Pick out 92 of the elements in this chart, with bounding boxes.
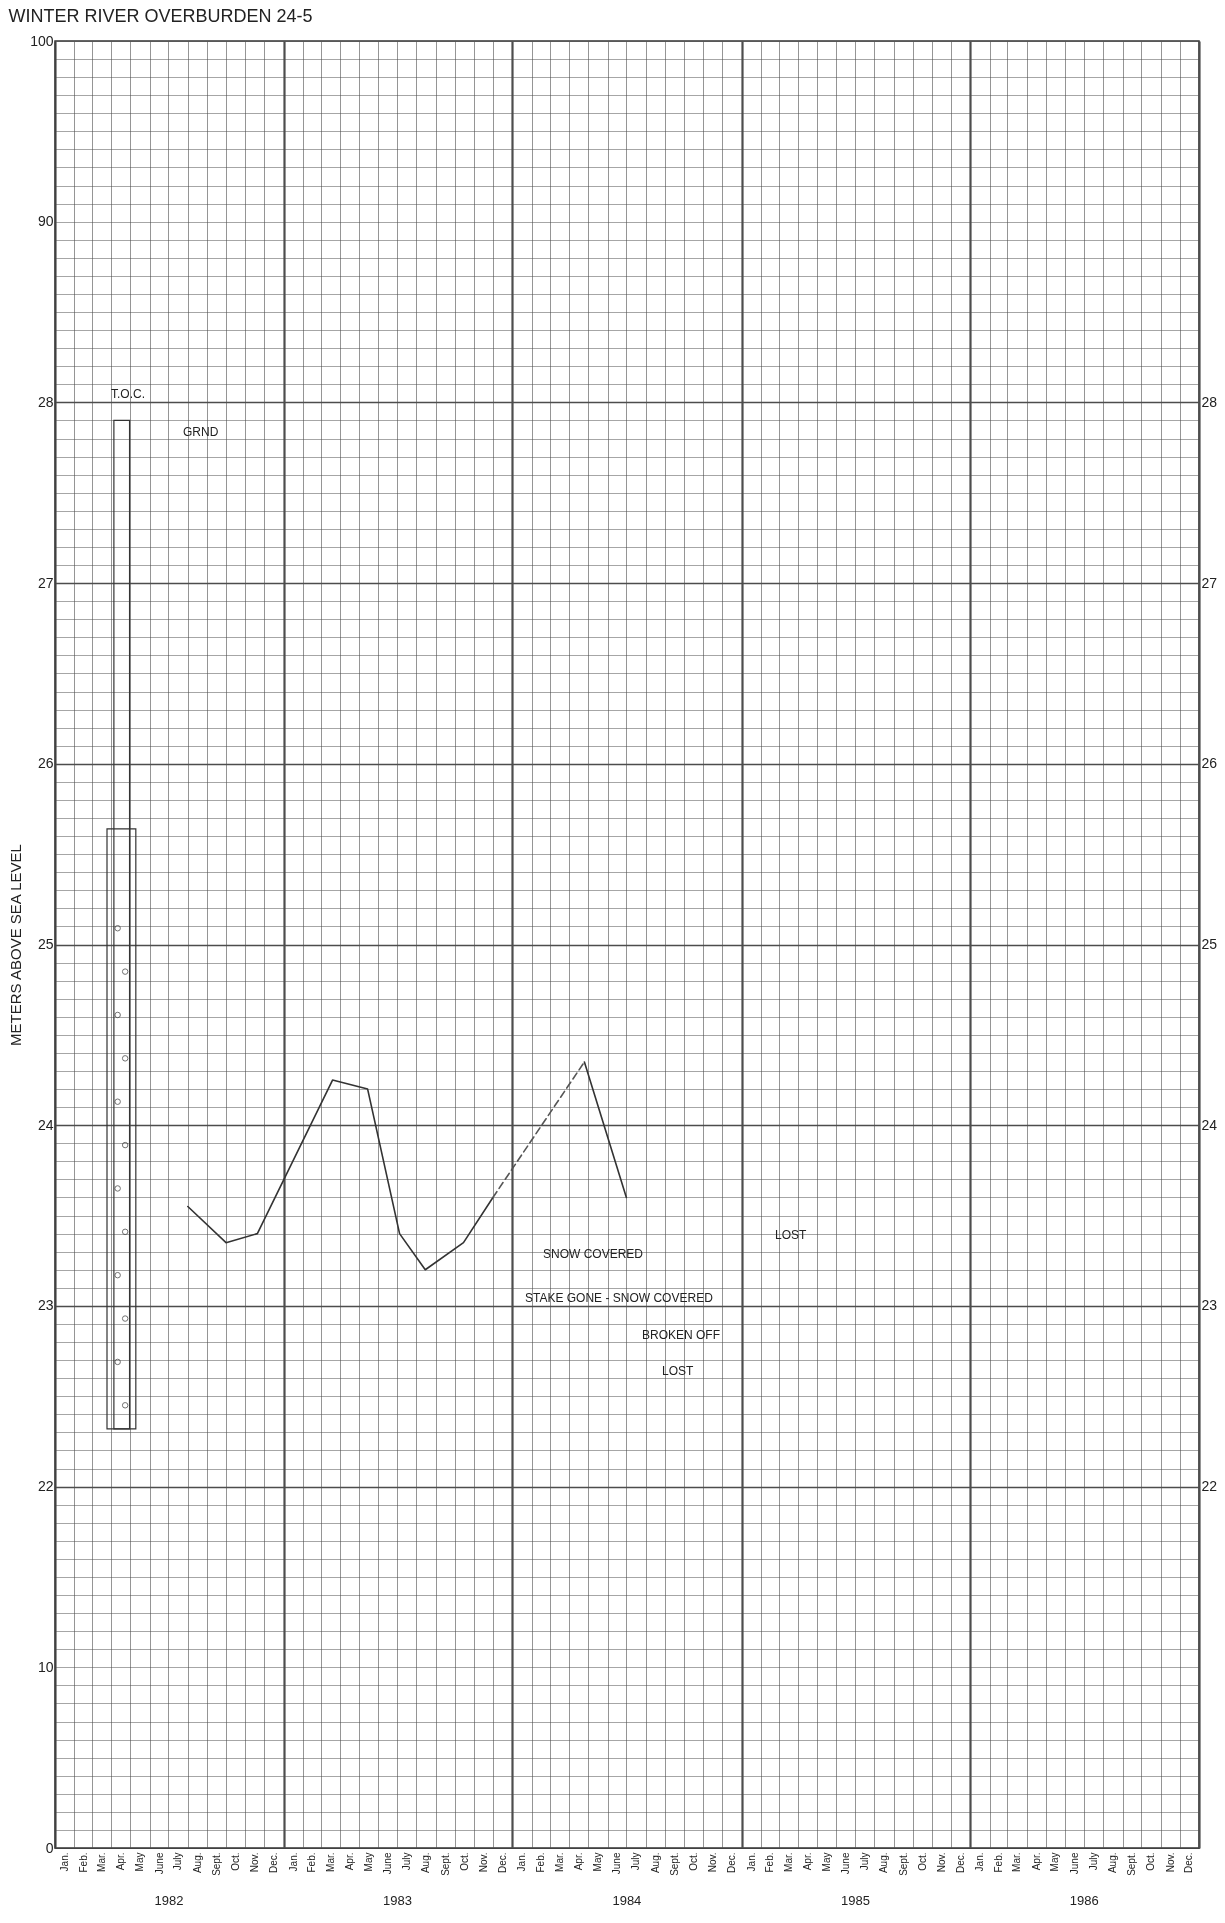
y2-tick-label: 23 bbox=[1201, 1297, 1218, 1314]
x-tick-label: Mar. bbox=[553, 1852, 565, 1872]
y3-tick-label: 90 bbox=[37, 213, 54, 230]
x-tick-label: Aug. bbox=[649, 1852, 661, 1874]
y-tick-label: 28 bbox=[37, 393, 54, 410]
x-tick-label: Jan. bbox=[516, 1852, 528, 1872]
y3-tick-label: 100 bbox=[30, 32, 54, 49]
x-tick-label: Aug. bbox=[878, 1852, 890, 1874]
x-tick-label: Sept. bbox=[1126, 1852, 1138, 1876]
x-tick-label: Sept. bbox=[439, 1852, 451, 1876]
x-tick-label: Aug. bbox=[191, 1852, 203, 1874]
x-tick-label: Aug. bbox=[1107, 1852, 1119, 1874]
y3-tick-label: 10 bbox=[37, 1658, 54, 1675]
y-tick-label: 26 bbox=[37, 755, 54, 772]
x-tick-label: Nov. bbox=[249, 1852, 261, 1873]
x-tick-label: Mar. bbox=[782, 1852, 794, 1872]
x-tick-label: July bbox=[172, 1852, 184, 1871]
x-tick-label: Dec. bbox=[954, 1852, 966, 1874]
x-tick-label: Apr. bbox=[1030, 1852, 1042, 1871]
x-tick-label: Mar. bbox=[95, 1852, 107, 1872]
annotation: LOST bbox=[775, 1228, 808, 1242]
x-tick-label: June bbox=[382, 1852, 394, 1875]
x-tick-label: Nov. bbox=[478, 1852, 490, 1873]
y-tick-label: 22 bbox=[37, 1478, 54, 1495]
y2-tick-label: 22 bbox=[1201, 1478, 1218, 1495]
y-tick-label: 23 bbox=[37, 1297, 54, 1314]
annotation: SNOW COVERED bbox=[543, 1247, 644, 1261]
x-tick-label: June bbox=[840, 1852, 852, 1875]
x-tick-label: Nov. bbox=[707, 1852, 719, 1873]
x-tick-label: Sept. bbox=[211, 1852, 223, 1876]
x-tick-label: Aug. bbox=[420, 1852, 432, 1874]
x-tick-label: July bbox=[630, 1852, 642, 1871]
x-tick-label: Jan. bbox=[974, 1852, 986, 1872]
y-tick-label: 25 bbox=[37, 936, 54, 952]
x-tick-label: Oct. bbox=[687, 1852, 699, 1871]
y-axis-title: METERS ABOVE SEA LEVEL bbox=[6, 844, 24, 1046]
x-tick-label: Feb. bbox=[764, 1852, 776, 1873]
x-tick-label: Apr. bbox=[801, 1852, 813, 1871]
y2-tick-label: 28 bbox=[1201, 393, 1218, 410]
x-tick-label: Apr. bbox=[343, 1852, 355, 1871]
y2-tick-label: 25 bbox=[1201, 936, 1218, 952]
annotation: LOST bbox=[662, 1364, 695, 1378]
x2-tick-label: 1982 bbox=[154, 1892, 184, 1908]
x-tick-label: May bbox=[134, 1852, 146, 1872]
y2-tick-label: 24 bbox=[1201, 1116, 1218, 1133]
annotation: GRND bbox=[183, 425, 219, 439]
y2-tick-label: 26 bbox=[1201, 755, 1218, 772]
x-tick-label: Apr. bbox=[115, 1852, 127, 1871]
chart-title: WINTER RIVER OVERBURDEN 24-5 bbox=[8, 6, 313, 26]
x-tick-label: May bbox=[592, 1852, 604, 1872]
annotation: STAKE GONE - SNOW COVERED bbox=[525, 1291, 714, 1305]
x2-tick-label: 1983 bbox=[383, 1892, 413, 1908]
x-tick-label: Mar. bbox=[1011, 1852, 1023, 1872]
x-tick-label: Nov. bbox=[1164, 1852, 1176, 1873]
x-tick-label: May bbox=[362, 1852, 374, 1872]
x-tick-label: Oct. bbox=[1145, 1852, 1157, 1871]
annotation: T.O.C. bbox=[111, 387, 146, 401]
x-tick-label: Feb. bbox=[535, 1852, 547, 1873]
x-tick-label: Feb. bbox=[993, 1852, 1005, 1873]
x-tick-label: Oct. bbox=[458, 1852, 470, 1871]
x-tick-label: Mar. bbox=[324, 1852, 336, 1872]
x-tick-label: Jan. bbox=[287, 1852, 299, 1872]
x-tick-label: July bbox=[400, 1852, 412, 1871]
x-tick-label: Apr. bbox=[573, 1852, 585, 1871]
x-tick-label: Dec. bbox=[268, 1852, 280, 1874]
x-tick-label: Nov. bbox=[936, 1852, 948, 1873]
x2-tick-label: 1984 bbox=[612, 1892, 642, 1908]
x-tick-label: June bbox=[611, 1852, 623, 1875]
x-tick-label: Feb. bbox=[306, 1852, 318, 1873]
x-tick-label: Jan. bbox=[58, 1852, 70, 1872]
x-tick-label: May bbox=[1049, 1852, 1061, 1872]
x-tick-label: Dec. bbox=[726, 1852, 738, 1874]
annotation: BROKEN OFF bbox=[642, 1328, 721, 1342]
x-tick-label: July bbox=[1087, 1852, 1099, 1871]
x-tick-label: Oct. bbox=[916, 1852, 928, 1871]
y2-tick-label: 27 bbox=[1201, 574, 1218, 591]
y-tick-label: 27 bbox=[37, 574, 54, 591]
x-tick-label: July bbox=[858, 1852, 870, 1871]
y-tick-label: 24 bbox=[37, 1116, 54, 1133]
x2-tick-label: 1985 bbox=[841, 1892, 871, 1908]
x-tick-label: Oct. bbox=[229, 1852, 241, 1871]
x-tick-label: Sept. bbox=[897, 1852, 909, 1876]
y3-tick-label: 0 bbox=[45, 1839, 54, 1856]
x-tick-label: Jan. bbox=[745, 1852, 757, 1872]
x-tick-label: Dec. bbox=[496, 1852, 508, 1874]
x-tick-label: May bbox=[820, 1852, 832, 1872]
x2-tick-label: 1986 bbox=[1069, 1892, 1099, 1908]
x-tick-label: Feb. bbox=[77, 1852, 89, 1873]
x-tick-label: June bbox=[153, 1852, 165, 1875]
x-tick-label: Dec. bbox=[1183, 1852, 1195, 1874]
x-tick-label: June bbox=[1068, 1852, 1080, 1875]
x-tick-label: Sept. bbox=[669, 1852, 681, 1876]
